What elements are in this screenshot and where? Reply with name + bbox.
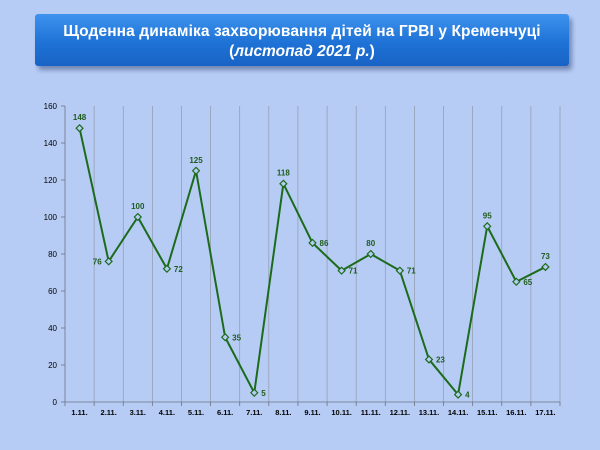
data-point-marker [133,212,143,222]
y-tick-label: 140 [44,139,58,148]
x-tick-label: 13.11. [419,408,439,417]
y-tick-label: 60 [48,287,57,296]
data-label: 72 [174,265,183,274]
data-point-marker [541,262,550,272]
data-label: 71 [349,267,358,276]
data-point-marker [191,166,201,175]
x-tick-label: 1.11. [71,408,87,417]
data-label: 65 [523,278,532,287]
data-point-marker [453,390,463,399]
data-point-marker [512,277,521,286]
data-label: 148 [73,113,87,122]
x-tick-label: 8.11. [275,408,291,417]
data-label: 80 [366,239,375,248]
data-label: 100 [131,202,145,211]
data-point-marker [220,333,230,342]
data-point-marker [104,257,113,266]
data-point-marker [75,123,84,133]
x-tick-label: 16.11. [506,408,526,417]
x-tick-label: 4.11. [159,408,175,417]
data-label: 23 [436,355,445,364]
data-point-marker [366,249,375,259]
x-tick-label: 10.11. [331,408,351,417]
y-tick-label: 80 [48,250,57,259]
data-point-marker [250,388,259,397]
x-tick-label: 5.11. [188,408,204,417]
y-tick-label: 20 [48,361,57,370]
x-tick-label: 17.11. [535,408,555,417]
data-label: 86 [320,239,329,248]
y-tick-label: 40 [48,324,57,333]
x-tick-label: 2.11. [101,408,117,417]
series-layer [75,123,550,399]
series-line [78,127,546,396]
data-label: 71 [407,267,416,276]
data-point-marker [337,266,346,275]
subtitle-period: листопад 2021 р. [234,43,370,60]
chart-title: Щоденна динаміка захворювання дітей на Г… [63,23,541,40]
y-tick-label: 0 [53,398,58,407]
axis-layer: 0 20 40 60 80 100 120 140 160 1.11. 2.11. 3.11. 4.11… [44,102,561,417]
y-tick-label: 100 [44,213,58,222]
grid-layer [93,106,561,402]
data-point-marker [279,179,288,188]
data-label: 4 [465,391,470,400]
data-point-marker [395,266,405,275]
y-tick-label: 120 [44,176,58,185]
title-box: Щоденна динаміка захворювання дітей на Г… [35,14,569,66]
data-point-marker [424,355,434,364]
data-point-marker [482,222,492,231]
x-tick-label: 14.11. [448,408,468,417]
data-label: 95 [483,211,492,220]
y-tick-label: 160 [44,102,58,111]
data-label: 73 [541,252,550,261]
x-tick-label: 7.11. [246,408,262,417]
x-tick-label: 12.11. [390,408,410,417]
x-tick-label: 6.11. [217,408,233,417]
x-tick-label: 11.11. [361,408,381,417]
x-tick-label: 15.11. [477,408,497,417]
subtitle-open-paren: ( [229,43,235,60]
subtitle-close-paren: ) [369,43,375,60]
data-label: 118 [277,169,290,178]
data-point-marker [308,238,317,248]
x-tick-label: 3.11. [130,408,146,417]
x-tick-label: 9.11. [304,408,320,417]
data-label: 125 [189,156,203,165]
chart-subtitle: (листопад 2021 р.) [35,43,569,61]
label-layer: 148 76 100 72 125 35 5 118 86 71 80 71 23 4 95 65 73 [73,113,551,399]
data-label: 76 [93,257,102,266]
data-label: 5 [261,389,266,398]
data-point-marker [162,264,172,274]
data-label: 35 [232,333,241,342]
